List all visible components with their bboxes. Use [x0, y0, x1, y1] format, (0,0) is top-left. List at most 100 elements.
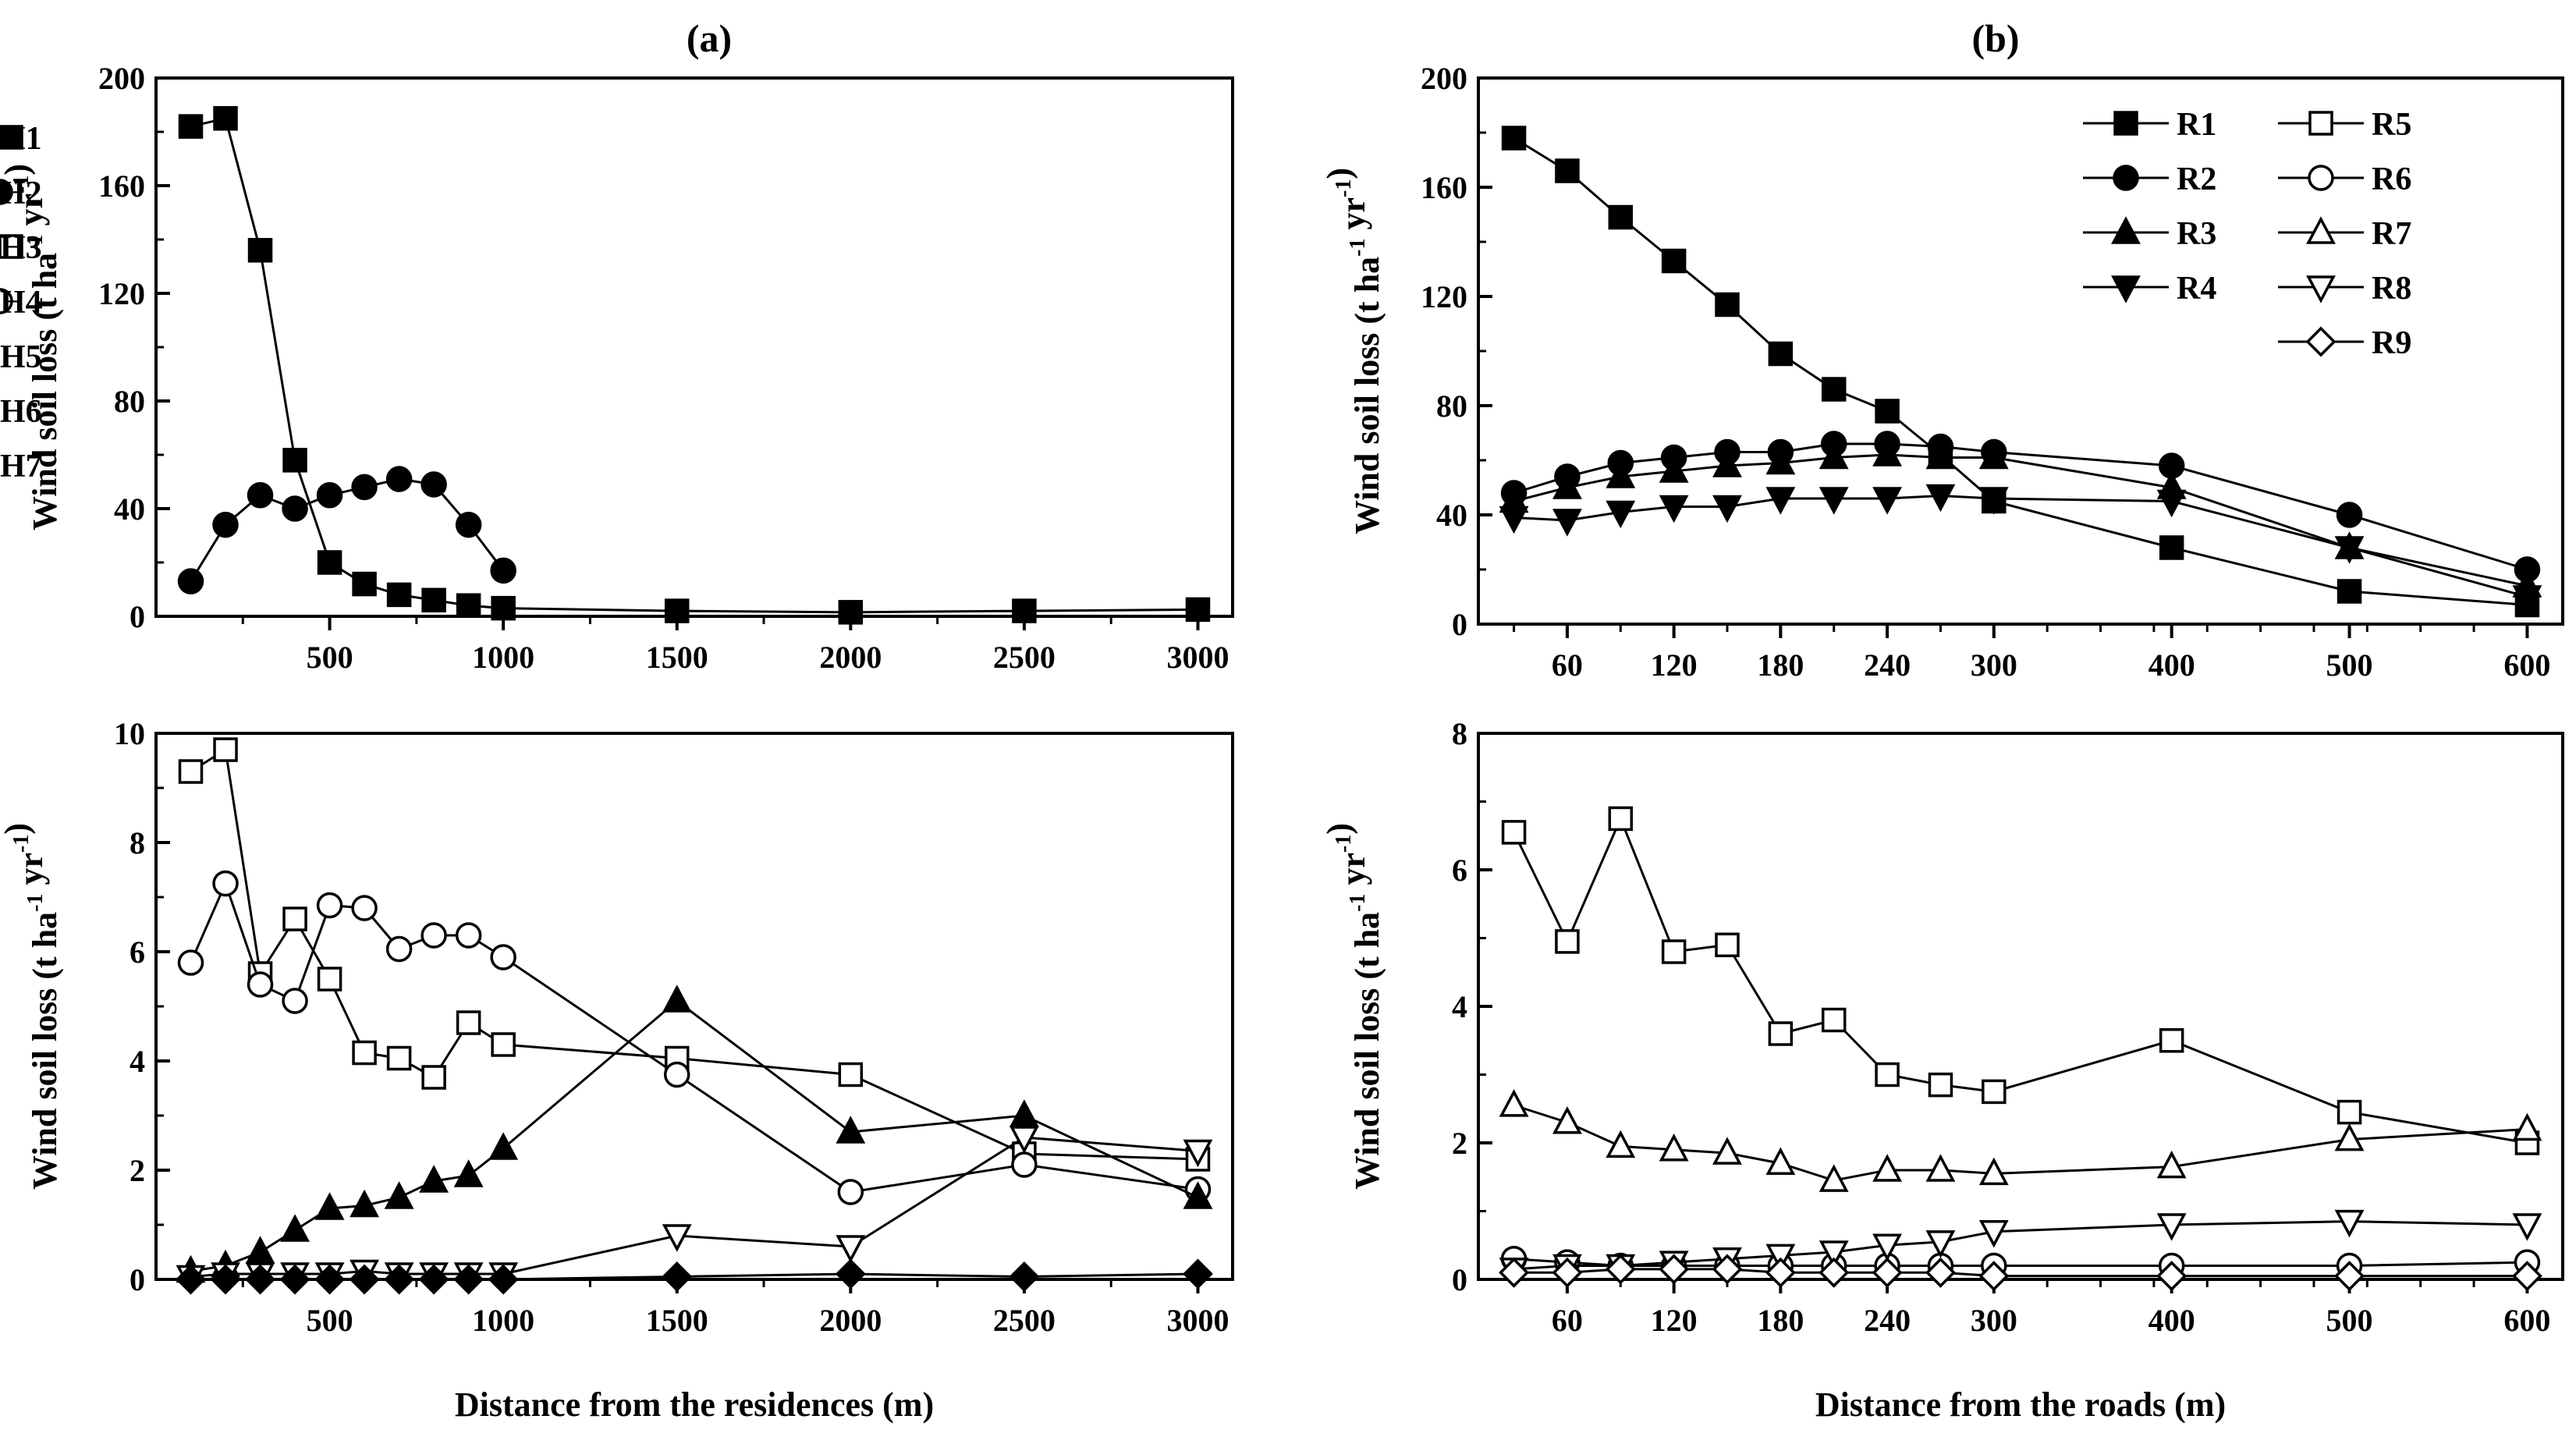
- data-point-R4: [1765, 487, 1796, 515]
- data-point-H7: [1009, 1261, 1040, 1292]
- a-bottom-y-tick-label: 10: [114, 716, 145, 751]
- data-point-H4: [247, 971, 274, 998]
- legend-marker-R9: [2305, 326, 2336, 357]
- b-top-y-axis-title: Wind soil loss (t ha-1 yr-1): [1320, 168, 1386, 534]
- data-point-R4: [2156, 489, 2187, 518]
- data-point-R7: [1978, 1157, 2009, 1186]
- b-bottom-x-tick-label: 120: [1651, 1303, 1698, 1338]
- legend-label-H2: H2: [0, 176, 42, 211]
- data-point-H2: [247, 482, 274, 509]
- data-point-R5: [1555, 929, 1580, 954]
- legend-marker-R7: [2306, 216, 2336, 244]
- b-top-y-tick-label: 80: [1436, 388, 1467, 424]
- data-point-H3: [421, 1065, 446, 1090]
- data-point-R7: [1925, 1154, 1956, 1182]
- legend-label-R4: R4: [2177, 271, 2216, 307]
- data-point-R7: [1872, 1154, 1903, 1182]
- series-R5: [1501, 806, 2540, 1155]
- a-top-x-tick-label: 1000: [472, 640, 534, 675]
- legend-marker-R4: [2111, 275, 2141, 303]
- data-point-R4: [1712, 495, 1742, 523]
- legend-item-R2: R2: [2083, 161, 2216, 197]
- b-bottom-y-tick-label: 6: [1452, 853, 1467, 888]
- data-point-R8: [2512, 1213, 2542, 1241]
- data-point-H7: [245, 1264, 276, 1295]
- data-point-H2: [316, 482, 343, 509]
- a-top-y-tick-label: 200: [98, 61, 145, 96]
- legend-label-R1: R1: [2177, 107, 2216, 143]
- data-point-H2: [490, 557, 516, 584]
- legend-label-H6: H6: [0, 394, 42, 430]
- data-point-H5: [488, 1132, 519, 1160]
- data-point-R1: [1875, 399, 1900, 424]
- a-top-x-tick-label: 500: [307, 640, 353, 675]
- series-line-H5: [190, 999, 1199, 1272]
- b-bottom-x-tick-label: 240: [1864, 1303, 1911, 1338]
- a-bottom-x-tick-label: 2500: [993, 1303, 1056, 1338]
- data-point-H5: [1183, 1181, 1213, 1209]
- legend-item-H1: H1: [0, 121, 42, 157]
- data-point-H1: [491, 595, 516, 621]
- legend-label-H3: H3: [0, 230, 42, 266]
- series-H2: [177, 466, 516, 594]
- legend-label-R9: R9: [2372, 325, 2411, 361]
- data-point-R7: [2156, 1150, 2187, 1179]
- data-point-H4: [212, 870, 239, 897]
- data-point-H7: [1183, 1258, 1213, 1290]
- a-bottom-plot-frame: [154, 732, 1234, 1281]
- data-point-R8: [1925, 1230, 1956, 1258]
- data-point-R9: [1552, 1257, 1583, 1288]
- data-point-R5: [1982, 1079, 2007, 1105]
- a-bottom-x-tick-label: 1500: [646, 1303, 708, 1338]
- series-line-H4: [190, 880, 1198, 1194]
- data-point-R5: [1608, 806, 1634, 832]
- a-bottom-x-axis-title: Distance from the residences (m): [455, 1385, 934, 1424]
- data-point-R9: [1605, 1254, 1636, 1285]
- b-bottom-x-tick-label: 400: [2148, 1303, 2195, 1338]
- b-top-x-tick-label: 500: [2326, 647, 2373, 683]
- data-point-H5: [384, 1181, 414, 1209]
- data-point-R5: [1768, 1021, 1794, 1046]
- data-point-H5: [453, 1159, 484, 1187]
- a-bottom-y-tick-label: 4: [130, 1044, 145, 1079]
- a-bottom-x-tick-label: 2000: [819, 1303, 882, 1338]
- data-point-R4: [1925, 484, 1956, 513]
- data-point-R5: [1875, 1062, 1900, 1087]
- legend-marker-H2: [0, 179, 13, 205]
- a-top-y-tick-label: 0: [130, 599, 145, 634]
- data-point-H1: [1185, 597, 1211, 623]
- a-top-y-tick-label: 80: [114, 384, 145, 419]
- data-point-R7: [1499, 1089, 1529, 1117]
- b-top-x-tick-label: 300: [1971, 647, 2017, 683]
- data-point-H3: [213, 737, 238, 762]
- series-line-H2: [190, 477, 505, 582]
- legend-item-R8: R8: [2278, 271, 2411, 307]
- data-point-R9: [1765, 1257, 1796, 1288]
- data-point-R3: [1872, 438, 1903, 467]
- data-point-R5: [1715, 932, 1740, 957]
- data-point-H7: [418, 1264, 449, 1295]
- series-R7: [1499, 1089, 2542, 1192]
- b-top-y-tick-label: 160: [1421, 170, 1467, 205]
- data-point-H2: [177, 568, 204, 594]
- b-top-x-tick-label: 400: [2148, 647, 2195, 683]
- data-point-H4: [455, 922, 482, 949]
- data-point-R8: [1765, 1244, 1796, 1272]
- data-point-R9: [1712, 1254, 1743, 1285]
- chart-b-bottom: 0 2 4 6 8 60 120 180 240 300 400 500 600 Wind soil lo…: [1320, 716, 2564, 1424]
- data-point-R3: [1765, 446, 1796, 475]
- a-top-x-tick-label: 3000: [1166, 640, 1229, 675]
- b-top-x-tick-label: 600: [2503, 647, 2550, 683]
- data-point-H7: [349, 1264, 380, 1295]
- legend-item-R4: R4: [2083, 271, 2216, 307]
- data-point-R7: [1712, 1137, 1742, 1165]
- b-bottom-y-tick-label: 2: [1452, 1126, 1467, 1161]
- data-point-R5: [1928, 1072, 1953, 1098]
- legend-label-R2: R2: [2177, 161, 2216, 197]
- data-point-R9: [1499, 1257, 1530, 1288]
- data-point-H4: [316, 892, 343, 919]
- data-point-H2: [212, 511, 239, 538]
- data-point-H3: [352, 1040, 377, 1066]
- data-point-R1: [2336, 579, 2362, 604]
- data-point-H4: [420, 922, 447, 949]
